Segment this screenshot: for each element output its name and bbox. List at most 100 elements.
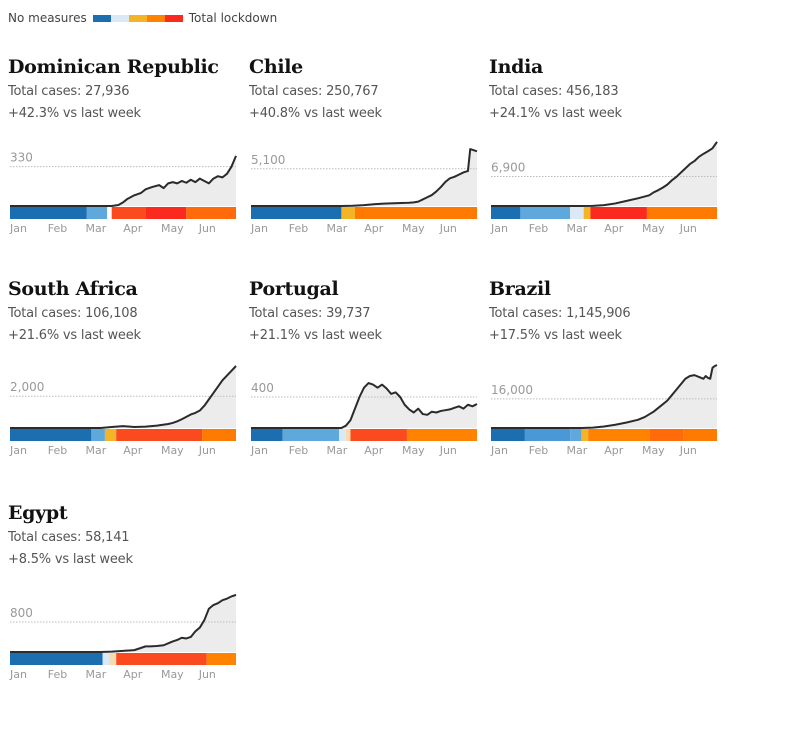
- x-tick-label: Mar: [566, 444, 587, 457]
- x-tick-label: Jun: [679, 444, 697, 457]
- measure-segment: [524, 429, 571, 441]
- measure-segment: [107, 207, 112, 219]
- measure-segment: [206, 653, 236, 665]
- cases-line: [10, 155, 237, 207]
- measure-segment: [339, 429, 346, 441]
- chart-panel-egypt: Egypt Total cases: 58,141 +8.5% vs last …: [8, 502, 243, 717]
- total-cases: Total cases: 58,141: [8, 530, 130, 545]
- x-tick-label: Mar: [85, 222, 106, 235]
- weekly-change: +8.5% vs last week: [8, 552, 133, 567]
- weekly-change: +21.6% vs last week: [8, 328, 141, 343]
- area-fill: [10, 366, 236, 428]
- cases-line: [491, 364, 718, 429]
- measure-segment: [570, 207, 584, 219]
- measure-segment: [102, 653, 110, 665]
- x-tick-label: Feb: [529, 222, 548, 235]
- x-tick-label: Jun: [198, 222, 216, 235]
- x-tick-label: Jan: [490, 222, 508, 235]
- legend-left-label: No measures: [8, 11, 87, 25]
- area-fill: [10, 594, 236, 652]
- x-tick-label: May: [642, 222, 665, 235]
- measure-segment: [350, 429, 407, 441]
- mini-chart: 400 Jan Feb Mar Apr May Jun: [250, 381, 478, 457]
- panel-title: South Africa: [8, 278, 138, 300]
- mini-chart: 5,100 Jan Feb Mar Apr May Jun: [250, 148, 478, 235]
- mini-chart: 2,000 Jan Feb Mar Apr May Jun: [9, 365, 237, 457]
- chart-panel-south-africa: South Africa Total cases: 106,108 +21.6%…: [8, 278, 243, 493]
- measure-segment: [683, 429, 717, 441]
- x-tick-label: May: [402, 444, 425, 457]
- area-fill: [491, 365, 717, 428]
- cases-line: [251, 382, 478, 429]
- panel-title: Dominican Republic: [8, 56, 219, 78]
- measure-segment: [588, 429, 650, 441]
- total-cases: Total cases: 39,737: [249, 306, 371, 321]
- x-tick-label: Apr: [604, 444, 624, 457]
- total-cases: Total cases: 1,145,906: [489, 306, 631, 321]
- measure-segment: [109, 653, 117, 665]
- x-tick-label: Mar: [85, 668, 106, 681]
- panel-title: India: [489, 56, 544, 78]
- total-cases: Total cases: 106,108: [8, 306, 138, 321]
- measure-segment: [520, 207, 571, 219]
- measure-segment: [491, 429, 525, 441]
- legend-swatch: [146, 14, 165, 22]
- x-tick-label: Jun: [679, 222, 697, 235]
- cases-line: [491, 141, 718, 207]
- measure-segment: [491, 207, 521, 219]
- measure-segment: [251, 207, 342, 219]
- x-tick-label: May: [161, 668, 184, 681]
- x-tick-label: Jan: [9, 444, 27, 457]
- x-tick-label: Feb: [48, 668, 67, 681]
- legend-right-label: Total lockdown: [188, 11, 278, 25]
- reference-label: 800: [10, 606, 33, 620]
- panel-title: Egypt: [8, 502, 68, 524]
- measure-segment: [282, 429, 340, 441]
- x-tick-label: Mar: [326, 222, 347, 235]
- x-tick-label: Feb: [529, 444, 548, 457]
- x-tick-label: May: [402, 222, 425, 235]
- x-tick-label: Apr: [364, 444, 384, 457]
- mini-chart: 330 Jan Feb Mar Apr May Jun: [9, 151, 237, 235]
- area-fill: [10, 155, 236, 206]
- mini-chart: 800 Jan Feb Mar Apr May Jun: [9, 593, 237, 681]
- x-tick-label: Feb: [289, 444, 308, 457]
- measure-segment: [354, 207, 477, 219]
- cases-line: [251, 148, 478, 207]
- x-tick-label: Jun: [439, 222, 457, 235]
- x-tick-label: Jun: [198, 668, 216, 681]
- mini-chart: 6,900 Jan Feb Mar Apr May Jun: [490, 141, 718, 235]
- reference-label: 16,000: [491, 383, 533, 397]
- reference-label: 5,100: [251, 153, 285, 167]
- chart-panel-brazil: Brazil Total cases: 1,145,906 +17.5% vs …: [489, 278, 724, 493]
- measure-segment: [590, 207, 647, 219]
- weekly-change: +24.1% vs last week: [489, 106, 622, 121]
- measure-segment: [10, 207, 87, 219]
- measure-segment: [10, 429, 92, 441]
- x-tick-label: Jan: [250, 444, 268, 457]
- legend-swatch: [164, 14, 183, 22]
- total-cases: Total cases: 27,936: [8, 84, 130, 99]
- chart-panel-india: India Total cases: 456,183 +24.1% vs las…: [489, 56, 724, 271]
- total-cases: Total cases: 456,183: [489, 84, 619, 99]
- x-tick-label: May: [161, 444, 184, 457]
- panel-title: Chile: [249, 56, 303, 78]
- cases-line: [10, 593, 237, 653]
- cases-line: [10, 365, 237, 429]
- x-tick-label: Mar: [85, 444, 106, 457]
- measure-segment: [116, 429, 203, 441]
- measure-segment: [341, 207, 355, 219]
- chart-panel-portugal: Portugal Total cases: 39,737 +21.1% vs l…: [249, 278, 484, 493]
- weekly-change: +40.8% vs last week: [249, 106, 382, 121]
- reference-label: 400: [251, 381, 274, 395]
- x-tick-label: Apr: [364, 222, 384, 235]
- weekly-change: +17.5% vs last week: [489, 328, 622, 343]
- x-tick-label: Feb: [289, 222, 308, 235]
- chart-panel-dominican-republic: Dominican Republic Total cases: 27,936 +…: [8, 56, 243, 271]
- measure-segment: [251, 429, 283, 441]
- legend-swatch: [128, 14, 147, 22]
- measure-segment: [345, 429, 351, 441]
- x-tick-label: Jan: [9, 222, 27, 235]
- chart-panel-chile: Chile Total cases: 250,767 +40.8% vs las…: [249, 56, 484, 271]
- measure-segment: [10, 653, 103, 665]
